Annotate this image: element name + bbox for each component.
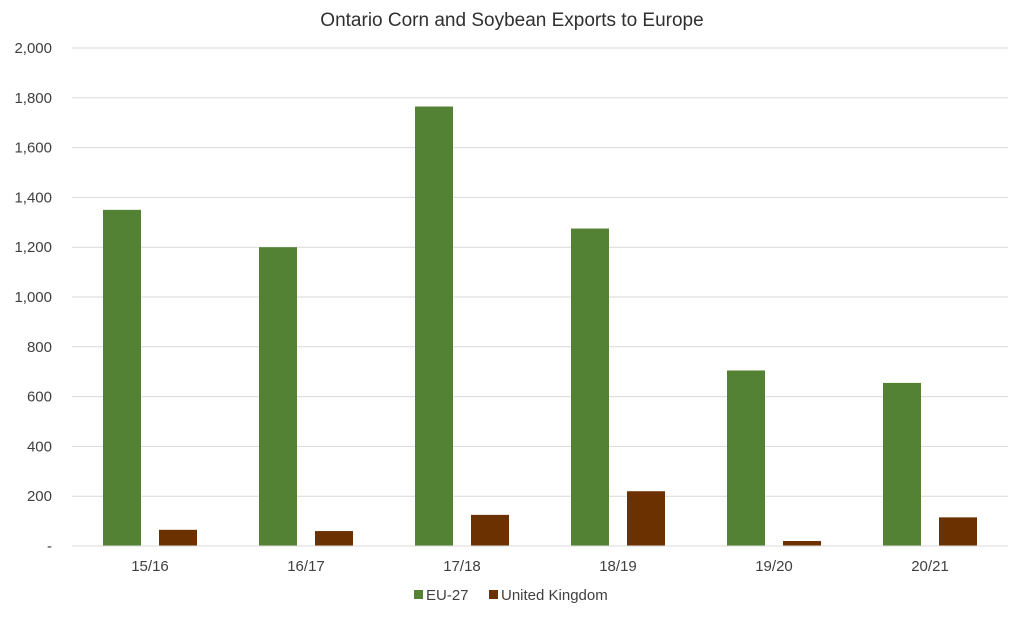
bar-united-kingdom-15-16 bbox=[159, 529, 197, 546]
legend-label: EU-27 bbox=[426, 587, 469, 604]
x-tick-label: 16/17 bbox=[287, 558, 325, 575]
y-tick-label: 1,800 bbox=[14, 90, 52, 107]
legend-swatch-eu27 bbox=[414, 590, 423, 599]
x-tick-label: 18/19 bbox=[599, 558, 637, 575]
bar-united-kingdom-18-19 bbox=[627, 491, 665, 546]
chart-title: Ontario Corn and Soybean Exports to Euro… bbox=[320, 10, 703, 31]
x-tick-label: 19/20 bbox=[755, 558, 793, 575]
bar-united-kingdom-19-20 bbox=[783, 541, 821, 546]
y-tick-label: 2,000 bbox=[14, 40, 52, 57]
y-tick-label: 1,200 bbox=[14, 239, 52, 256]
x-tick-label: 17/18 bbox=[443, 558, 481, 575]
bar-eu27-17-18 bbox=[415, 106, 453, 546]
y-tick-label: 800 bbox=[27, 339, 52, 356]
legend-label: United Kingdom bbox=[501, 587, 608, 604]
y-tick-label: 1,000 bbox=[14, 289, 52, 306]
x-tick-label: 20/21 bbox=[911, 558, 949, 575]
bars bbox=[103, 106, 977, 546]
x-axis-ticks: 15/16 16/17 17/18 18/19 19/20 20/21 bbox=[131, 558, 949, 575]
x-tick-label: 15/16 bbox=[131, 558, 169, 575]
bar-eu27-15-16 bbox=[103, 209, 141, 546]
bar-eu27-18-19 bbox=[571, 228, 609, 546]
legend: EU-27 United Kingdom bbox=[414, 587, 608, 604]
bar-eu27-16-17 bbox=[259, 247, 297, 546]
y-tick-label: 600 bbox=[27, 389, 52, 406]
bar-eu27-20-21 bbox=[883, 382, 921, 546]
y-tick-label: 1,400 bbox=[14, 189, 52, 206]
y-tick-label: - bbox=[47, 538, 52, 555]
y-tick-label: 400 bbox=[27, 438, 52, 455]
y-axis-ticks: - 200 400 600 800 1,000 1,200 1,400 1,600 1,800 2,… bbox=[14, 40, 52, 555]
bar-united-kingdom-20-21 bbox=[939, 517, 977, 546]
bar-eu27-19-20 bbox=[727, 370, 765, 546]
bar-united-kingdom-17-18 bbox=[471, 514, 509, 546]
y-tick-label: 1,600 bbox=[14, 140, 52, 157]
y-tick-label: 200 bbox=[27, 488, 52, 505]
legend-swatch-united-kingdom bbox=[489, 590, 498, 599]
bar-united-kingdom-16-17 bbox=[315, 531, 353, 546]
gridlines bbox=[72, 47, 1008, 497]
